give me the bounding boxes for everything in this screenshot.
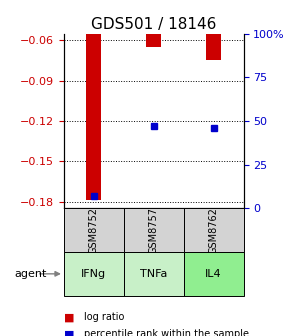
Bar	[86, 34, 101, 200]
Bar	[64, 208, 124, 252]
Bar	[64, 252, 124, 296]
Text: GSM8752: GSM8752	[89, 207, 99, 254]
Text: IFNg: IFNg	[81, 269, 106, 279]
Bar	[206, 34, 221, 60]
Text: TNFa: TNFa	[140, 269, 167, 279]
Text: GSM8757: GSM8757	[149, 207, 159, 254]
Text: IL4: IL4	[205, 269, 222, 279]
Title: GDS501 / 18146: GDS501 / 18146	[91, 17, 216, 33]
Bar	[184, 208, 244, 252]
Bar	[146, 34, 161, 47]
Text: ■: ■	[64, 329, 74, 336]
Text: ■: ■	[64, 312, 74, 323]
Bar	[124, 208, 184, 252]
Text: agent: agent	[14, 269, 47, 279]
Text: log ratio: log ratio	[84, 312, 124, 323]
Text: GSM8762: GSM8762	[209, 207, 219, 254]
Bar	[124, 252, 184, 296]
Text: percentile rank within the sample: percentile rank within the sample	[84, 329, 249, 336]
Bar	[184, 252, 244, 296]
